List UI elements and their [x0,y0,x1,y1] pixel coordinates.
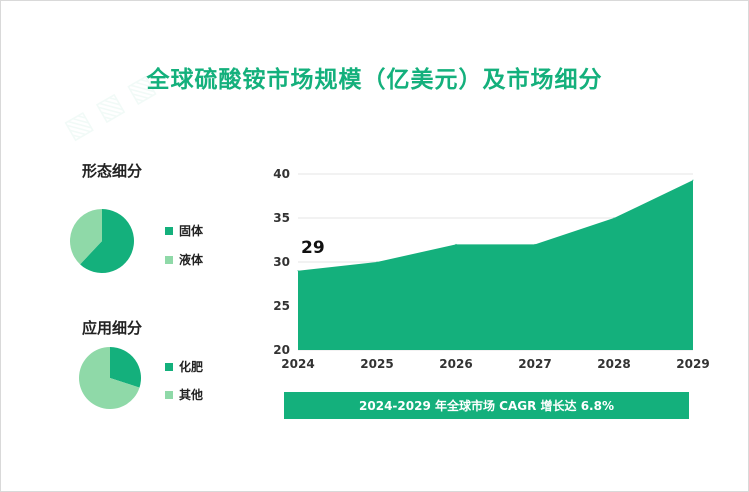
x-tick-label: 2029 [676,357,709,371]
data-point-2025 [376,261,378,263]
legend-label-solid: 固体 [179,224,204,238]
application-section-title: 应用细分 [82,319,143,337]
form-section-title: 形态细分 [82,162,143,180]
x-tick-label: 2027 [518,357,551,371]
legend-label-liquid: 液体 [179,253,204,267]
data-point-2029 [692,179,694,181]
cagr-banner: 2024-2029 年全球市场 CAGR 增长达 6.8% [284,392,689,419]
chart-title: 全球硫酸铵市场规模（亿美元）及市场细分 [146,67,603,93]
x-tick-label: 2026 [439,357,472,371]
legend-item-other: 其他 [165,386,203,403]
y-tick-label: 35 [273,211,290,225]
pie-slice-other [79,347,140,409]
data-point-2028 [613,217,615,219]
form-pie-chart [70,209,134,273]
y-tick-label: 40 [273,167,290,181]
data-point-2026 [455,243,457,245]
x-tick-label: 2025 [360,357,393,371]
legend-swatch-solid [165,226,173,235]
pie-slice-liquid [70,209,102,265]
area-series [298,180,693,350]
data-point-2024 [297,270,299,272]
y-tick-label: 20 [273,343,290,357]
legend-swatch-fertilizer [165,362,173,371]
legend-label-other: 其他 [179,388,204,402]
legend-item-solid: 固体 [165,222,203,239]
legend-swatch-other [165,390,173,399]
data-label-2024: 29 [301,238,325,258]
application-pie-chart [79,347,141,409]
legend-item-liquid: 液体 [165,251,203,268]
y-tick-label: 30 [273,255,290,269]
data-point-2027 [534,243,536,245]
y-tick-label: 25 [273,299,290,313]
legend-label-fertilizer: 化肥 [179,360,204,374]
x-tick-label: 2028 [597,357,630,371]
pie-slice-fertilizer [110,347,141,388]
legend-swatch-liquid [165,255,173,264]
legend-item-fertilizer: 化肥 [165,358,203,375]
x-tick-label: 2024 [281,357,314,371]
pie-slice-solid [80,209,134,273]
